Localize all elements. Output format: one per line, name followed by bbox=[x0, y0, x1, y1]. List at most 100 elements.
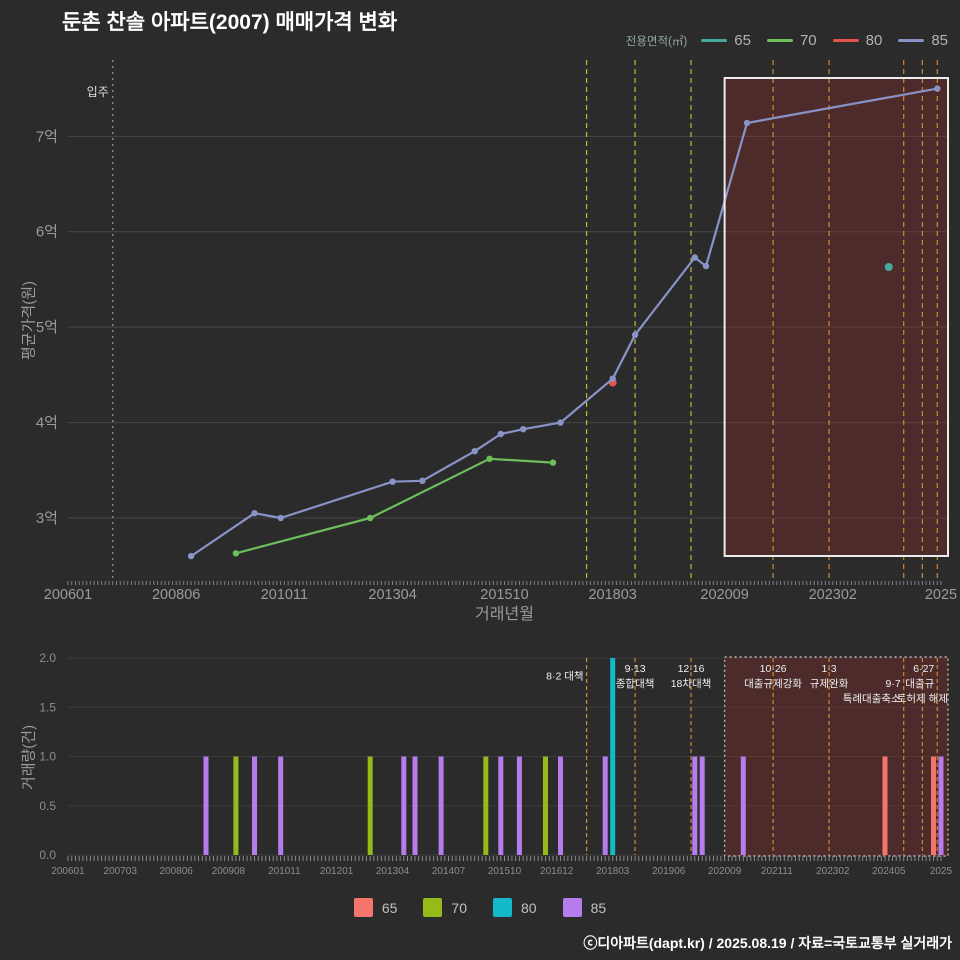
event-label: 9·7 bbox=[886, 678, 901, 690]
legend-line-icon bbox=[701, 39, 728, 42]
area-legend-item-85[interactable]: 85 bbox=[898, 32, 948, 49]
event-label: 6·27 bbox=[913, 663, 934, 675]
highlight-region bbox=[724, 78, 948, 556]
price-point-85[interactable] bbox=[251, 510, 258, 517]
price-point-85[interactable] bbox=[609, 375, 616, 382]
volume-bar-202003[interactable] bbox=[699, 756, 705, 856]
volume-y-tick-label: 0.0 bbox=[39, 848, 56, 862]
price-point-85[interactable] bbox=[187, 552, 195, 560]
volume-highlight-border bbox=[723, 656, 949, 857]
volume-bar-200910[interactable] bbox=[233, 756, 239, 856]
volume-bar-200902[interactable] bbox=[203, 756, 209, 856]
volume-bar-202505[interactable] bbox=[931, 756, 936, 856]
volume-x-tick-label: 201304 bbox=[376, 866, 410, 877]
price-point-85[interactable] bbox=[520, 426, 527, 433]
size-legend-item-70[interactable]: 70 bbox=[423, 898, 467, 917]
volume-x-tick-label: 201510 bbox=[488, 866, 522, 877]
volume-bar-202102[interactable] bbox=[740, 756, 746, 856]
volume-bar-201405[interactable] bbox=[438, 756, 444, 856]
legend-item-label: 85 bbox=[590, 899, 607, 916]
price-point-85[interactable] bbox=[691, 254, 698, 261]
volume-bar-201509[interactable] bbox=[498, 756, 504, 856]
volume-x-tick-label: 200806 bbox=[160, 866, 194, 877]
volume-x-tick-label: 201407 bbox=[432, 866, 466, 877]
legend-line-icon bbox=[832, 39, 859, 42]
event-label: 9·13 bbox=[625, 663, 646, 675]
volume-x-tick-label: 202302 bbox=[816, 866, 850, 877]
volume-x-tick-label: 202405 bbox=[872, 866, 906, 877]
volume-bar-201210[interactable] bbox=[367, 756, 373, 856]
area-legend-item-70[interactable]: 70 bbox=[766, 32, 817, 49]
price-point-65[interactable] bbox=[884, 263, 893, 271]
size-legend-item-80[interactable]: 80 bbox=[493, 898, 537, 917]
price-axis-label: 평균가격(원) bbox=[20, 281, 38, 360]
volume-bar-202001[interactable] bbox=[692, 756, 698, 856]
volume-x-tick-label: 202009 bbox=[708, 866, 742, 877]
price-point-85[interactable] bbox=[934, 85, 941, 92]
volume-x-tick-label: 201906 bbox=[652, 866, 686, 877]
price-point-70[interactable] bbox=[232, 550, 240, 557]
price-point-85[interactable] bbox=[389, 478, 396, 485]
area-legend-item-80[interactable]: 80 bbox=[832, 32, 883, 49]
price-point-85[interactable] bbox=[631, 331, 639, 338]
price-point-85[interactable] bbox=[497, 430, 504, 438]
volume-bar-202507[interactable] bbox=[938, 756, 944, 856]
volume-x-tick-label: 202111 bbox=[761, 866, 793, 877]
event-label: 토허제 해제 bbox=[897, 692, 948, 705]
legend-swatch-icon bbox=[493, 898, 512, 917]
price-point-85[interactable] bbox=[743, 119, 751, 127]
volume-bar-201701[interactable] bbox=[558, 756, 563, 856]
volume-bar-201505[interactable] bbox=[483, 756, 489, 856]
event-label: 대출규제강화 bbox=[744, 678, 802, 690]
legend-item-label: 70 bbox=[799, 32, 817, 49]
volume-x-tick-label: 200601 bbox=[51, 866, 85, 877]
legend-item-label: 85 bbox=[931, 32, 948, 49]
event-label: 대출규 bbox=[905, 678, 934, 690]
price-point-70[interactable] bbox=[486, 455, 493, 462]
area-legend-item-65[interactable]: 65 bbox=[701, 32, 751, 49]
volume-x-tick-label: 2025 bbox=[930, 866, 953, 877]
size-legend-item-85[interactable]: 85 bbox=[562, 898, 607, 917]
price-point-85[interactable] bbox=[419, 477, 426, 484]
volume-bar-201602[interactable] bbox=[516, 756, 522, 856]
price-point-85[interactable] bbox=[277, 514, 284, 522]
price-point-85[interactable] bbox=[471, 448, 478, 455]
x-tick-label: 201803 bbox=[588, 587, 636, 603]
legend-item-label: 65 bbox=[381, 899, 398, 916]
legend-item-label: 80 bbox=[865, 32, 883, 49]
volume-bar-201310[interactable] bbox=[412, 756, 418, 856]
volume-bar-201801[interactable] bbox=[602, 756, 608, 856]
volume-bar-201010[interactable] bbox=[278, 756, 284, 856]
x-tick-label: 200806 bbox=[152, 587, 200, 603]
price-point-85[interactable] bbox=[557, 419, 564, 426]
volume-bar-202404[interactable] bbox=[882, 756, 888, 856]
legend-swatch-icon bbox=[562, 898, 582, 917]
price-point-70[interactable] bbox=[549, 459, 557, 466]
legend-item-label: 65 bbox=[734, 32, 751, 49]
volume-bar-201609[interactable] bbox=[543, 756, 548, 856]
event-label: 특례대출축소 bbox=[843, 693, 901, 705]
highlight-border bbox=[723, 77, 949, 557]
volume-bar-201803[interactable] bbox=[610, 658, 616, 855]
event-label: 1·3 bbox=[821, 663, 836, 675]
event-label: 18차대책 bbox=[671, 678, 712, 690]
volume-x-tick-label: 201612 bbox=[540, 866, 574, 877]
volume-y-tick-label: 1.0 bbox=[39, 750, 56, 764]
price-point-70[interactable] bbox=[367, 514, 374, 522]
event-label: 12·16 bbox=[678, 663, 705, 675]
size-legend-item-65[interactable]: 65 bbox=[353, 898, 398, 917]
x-tick-label: 201011 bbox=[261, 587, 308, 603]
y-tick-label: 3억 bbox=[36, 510, 58, 527]
volume-x-tick-label: 201011 bbox=[268, 866, 301, 877]
price-point-85[interactable] bbox=[702, 262, 710, 270]
y-tick-label: 4억 bbox=[36, 415, 58, 432]
event-label: 종합대책 bbox=[616, 678, 655, 690]
volume-bar-201003[interactable] bbox=[252, 756, 257, 856]
y-tick-label: 6억 bbox=[36, 224, 58, 241]
x-tick-label: 201510 bbox=[480, 587, 528, 603]
volume-bar-201307[interactable] bbox=[401, 756, 407, 856]
legend-line-icon bbox=[898, 39, 925, 42]
volume-highlight-region bbox=[724, 657, 948, 856]
